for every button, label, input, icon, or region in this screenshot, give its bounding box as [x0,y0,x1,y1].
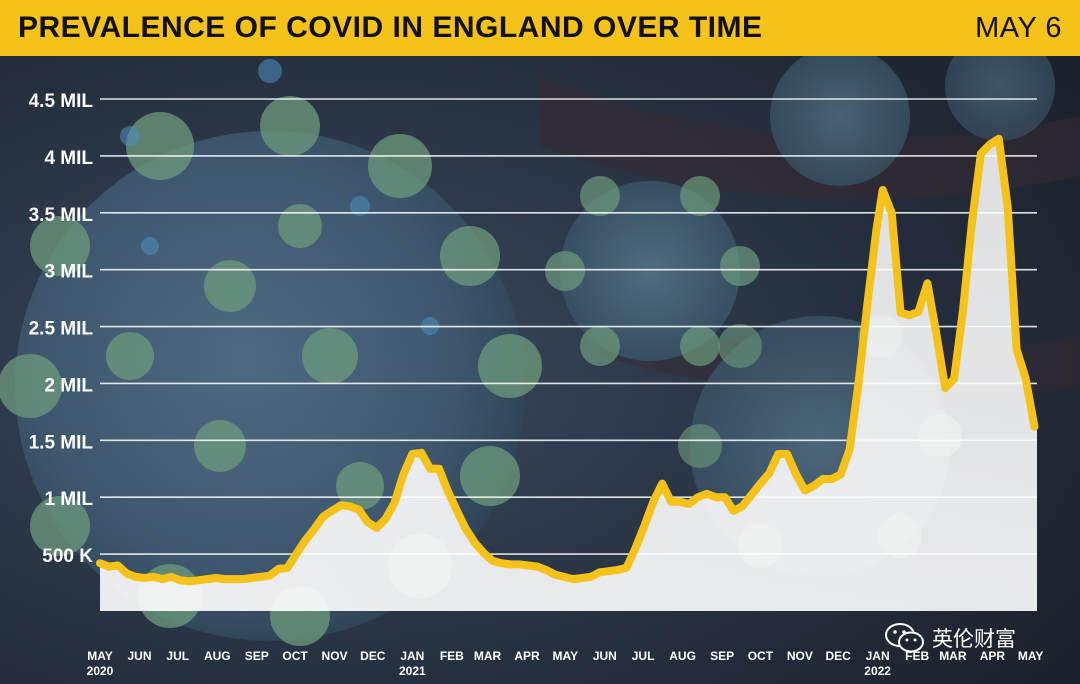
x-tick-label: JUL [632,649,655,663]
x-tick-label: DEC [360,649,386,663]
x-tick-year-label: 2022 [864,664,891,678]
y-tick-label: 3.5 MIL [29,205,94,226]
x-tick-label: AUG [669,649,696,663]
y-tick-label: 500 K [42,546,93,567]
x-tick-label: MAR [939,649,967,663]
x-tick-label: NOV [787,649,813,663]
y-tick-label: 3 MIL [44,262,93,283]
prevalence-line [96,134,1039,586]
y-tick-label: 2 MIL [44,375,93,396]
series-line [96,134,1039,586]
x-tick-label: JUN [128,649,152,663]
y-tick-label: 4 MIL [44,148,93,169]
y-tick-label: 2.5 MIL [29,319,94,340]
x-tick-label: JUL [166,649,189,663]
x-tick-year-label: 2021 [399,664,426,678]
y-tick-label: 1.5 MIL [29,432,94,453]
x-tick-label: MAR [474,649,502,663]
x-tick-label: SEP [710,649,734,663]
watermark-label: 英伦财富 [932,627,1016,651]
x-tick-label: OCT [748,649,774,663]
x-tick-label: AUG [204,649,231,663]
date-label: MAY 6 [975,11,1062,44]
x-tick-label: JAN [400,649,424,663]
chart-title: PREVALENCE OF COVID IN ENGLAND OVER TIME [18,11,763,44]
y-tick-label: 4.5 MIL [29,91,94,112]
x-tick-label: SEP [245,649,269,663]
watermark: 英伦财富 [884,621,1016,655]
x-tick-year-label: 2020 [87,664,114,678]
y-axis-labels: 500 K 1 MIL 1.5 MIL 2 MIL 2.5 MIL 3 MIL 3.5 MI… [29,91,94,567]
x-tick-label: JAN [866,649,890,663]
header-bar: PREVALENCE OF COVID IN ENGLAND OVER TIME… [0,0,1080,56]
x-tick-label: APR [980,649,1006,663]
x-tick-label: MAY [1018,649,1044,663]
x-tick-label: MAY [87,649,113,663]
y-tick-label: 1 MIL [44,489,93,510]
x-tick-label: FEB [905,649,929,663]
x-tick-label: DEC [825,649,851,663]
x-tick-label: APR [514,649,540,663]
x-tick-label: FEB [440,649,464,663]
wechat-icon [885,623,924,653]
x-tick-label: NOV [322,649,348,663]
x-tick-label: JUN [593,649,617,663]
chart-svg: 500 K 1 MIL 1.5 MIL 2 MIL 2.5 MIL 3 MIL 3.5 MI… [0,56,1080,684]
x-tick-label: MAY [553,649,579,663]
x-tick-label: OCT [282,649,308,663]
chart-area: 500 K 1 MIL 1.5 MIL 2 MIL 2.5 MIL 3 MIL 3.5 MI… [0,56,1080,684]
